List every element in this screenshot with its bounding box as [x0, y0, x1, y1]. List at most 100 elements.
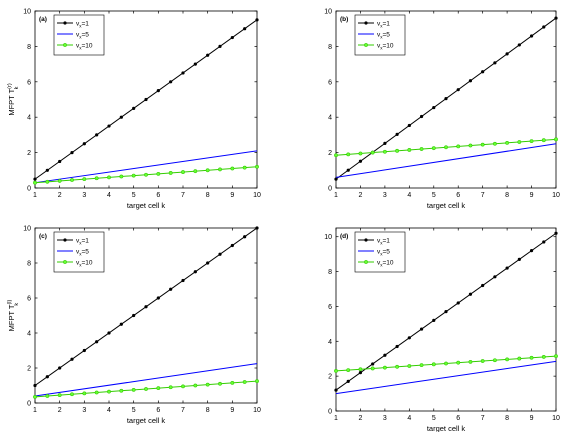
data-point: [45, 375, 49, 379]
y-tick-label: 2: [27, 366, 31, 373]
data-point: [33, 383, 37, 388]
data-point: [529, 355, 534, 360]
data-point: [45, 394, 50, 398]
data-point: [481, 283, 485, 288]
x-tick-label: 6: [456, 192, 460, 199]
data-point: [70, 151, 74, 155]
data-point: [334, 369, 338, 373]
data-point: [382, 149, 387, 154]
data-point: [456, 144, 461, 149]
data-point: [255, 226, 259, 230]
data-point: [58, 366, 62, 370]
data-point: [255, 164, 259, 169]
y-tick-label: 0: [328, 409, 332, 416]
data-point: [181, 71, 185, 75]
data-point: [156, 89, 160, 93]
data-point: [119, 115, 123, 119]
data-point: [371, 362, 375, 366]
data-point: [218, 381, 222, 386]
data-point: [554, 16, 558, 20]
y-tick-label: 6: [27, 296, 31, 303]
panel-a: 1 2 3 4 5 6 7 8 9 10 0 2 4 6 8 10 target cell k MFPT T(r)…: [7, 9, 261, 211]
data-point: [82, 348, 86, 353]
x-tick-label: 3: [82, 407, 86, 414]
data-point: [346, 368, 351, 372]
data-point: [419, 363, 424, 368]
plot-frame: [335, 227, 557, 412]
data-point: [243, 27, 247, 31]
data-point: [57, 393, 62, 398]
data-point: [419, 147, 424, 151]
x-tick-label: 2: [58, 407, 62, 414]
data-point: [346, 168, 350, 172]
data-point: [334, 153, 338, 158]
x-tick-label: 8: [505, 415, 509, 422]
x-tick-label: 10: [552, 415, 560, 422]
legend-entry-label: vx=5: [377, 31, 390, 39]
legend-box: [354, 14, 406, 56]
plot-frame: [335, 10, 557, 189]
x-tick-label: 1: [334, 415, 338, 422]
x-tick-label: 3: [82, 192, 86, 199]
data-point: [542, 240, 546, 244]
data-point: [419, 114, 424, 119]
x-tick-label: 5: [132, 192, 136, 199]
legend-swatch-marker: [364, 21, 368, 25]
legend-swatch-marker: [364, 238, 368, 242]
data-point: [205, 168, 210, 173]
data-point: [358, 371, 363, 375]
data-point: [144, 387, 148, 391]
data-point: [517, 140, 522, 144]
data-point: [541, 138, 546, 143]
data-point: [33, 177, 37, 181]
data-point: [193, 62, 197, 66]
data-point: [493, 61, 497, 65]
data-point: [554, 354, 558, 359]
data-point: [383, 353, 387, 357]
data-point: [395, 148, 400, 153]
data-point: [218, 44, 222, 49]
data-point: [218, 252, 222, 256]
y-axis-label: MFPT T(l)k: [7, 299, 20, 331]
data-point: [358, 159, 363, 163]
data-point: [45, 179, 50, 184]
legend: vx=1 vx=5 vx=10: [354, 231, 406, 273]
data-point: [132, 106, 136, 110]
data-point: [119, 322, 123, 326]
x-tick-label: 4: [407, 415, 411, 422]
data-point: [370, 366, 375, 371]
data-point: [505, 140, 510, 145]
x-tick-label: 1: [334, 192, 338, 199]
y-tick-label: 8: [328, 44, 332, 51]
data-point: [230, 243, 234, 248]
x-axis-label: target cell k: [127, 201, 166, 210]
data-point: [242, 165, 247, 170]
x-axis-label: target cell k: [427, 201, 466, 210]
plot-frame: [34, 227, 258, 404]
data-point: [230, 380, 235, 385]
y-tick-label: 4: [27, 331, 31, 338]
x-axis-label: target cell k: [127, 416, 166, 425]
data-point: [541, 355, 546, 359]
data-point: [554, 231, 558, 235]
data-point: [169, 287, 173, 291]
data-point: [505, 52, 509, 56]
x-tick-label: 9: [530, 192, 534, 199]
data-point: [205, 382, 210, 387]
y-tick-label: 2: [328, 150, 332, 157]
x-tick-label: 8: [206, 192, 210, 199]
legend-swatch-marker: [63, 21, 67, 25]
data-point: [57, 179, 62, 183]
legend-box: [354, 231, 406, 273]
data-point: [407, 336, 411, 340]
data-point: [156, 171, 161, 176]
data-point: [395, 344, 399, 349]
x-tick-label: 7: [181, 192, 185, 199]
data-point: [542, 25, 546, 29]
data-point: [131, 173, 136, 178]
y-tick-label: 0: [27, 401, 31, 408]
data-point: [230, 166, 235, 171]
data-point: [218, 167, 222, 172]
